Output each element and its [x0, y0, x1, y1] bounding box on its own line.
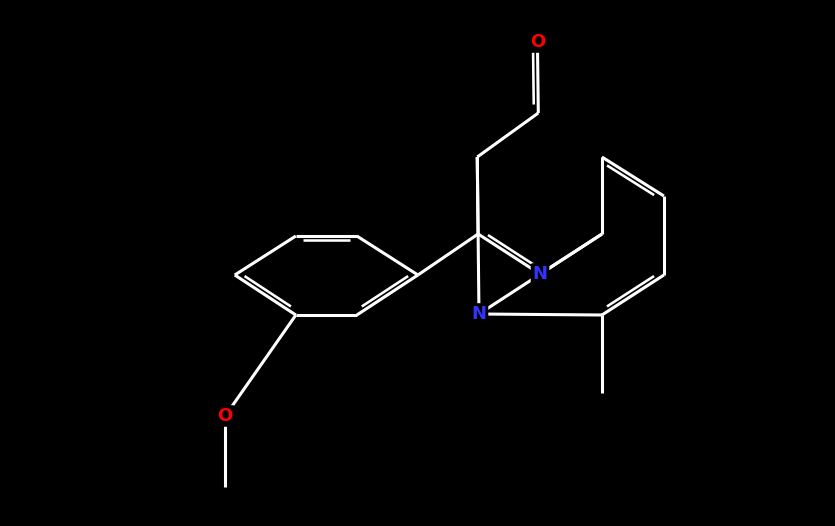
- Text: O: O: [218, 407, 233, 425]
- Text: O: O: [529, 33, 545, 51]
- Text: N: N: [472, 305, 487, 323]
- Text: N: N: [533, 265, 548, 283]
